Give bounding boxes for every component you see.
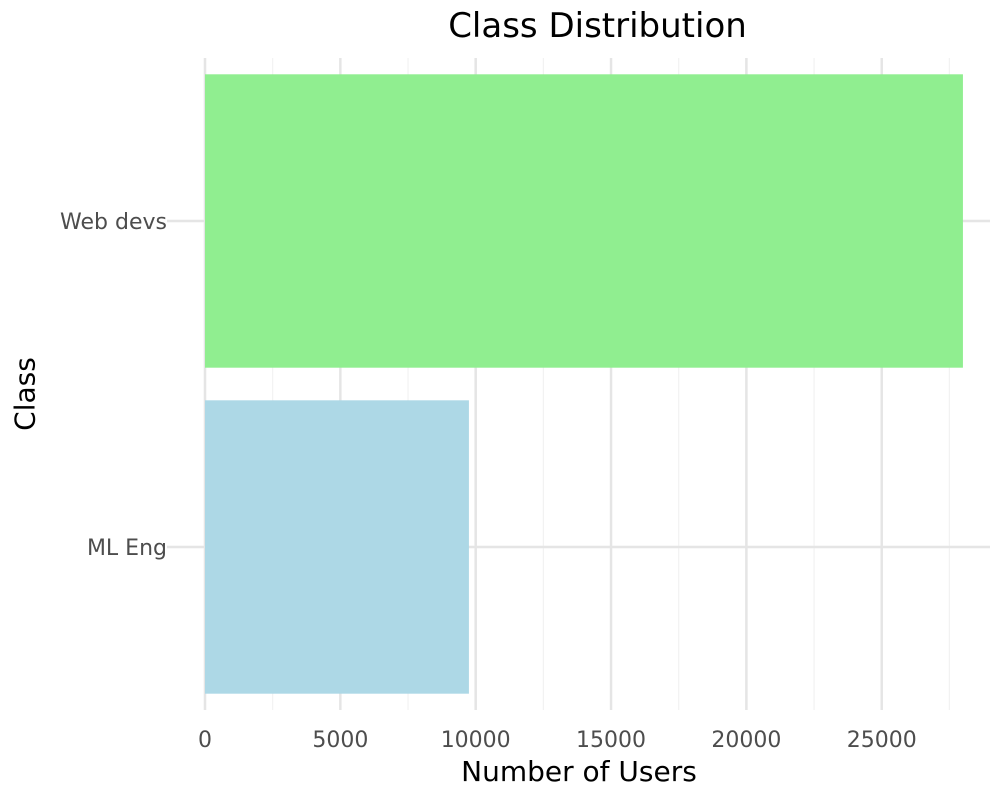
tick-labels: ML Eng Web devs 0 5000 10000 15000 20000 25000 (60, 210, 917, 753)
x-tick-label: 10000 (441, 728, 511, 753)
x-tick-label: 0 (198, 728, 212, 753)
x-tick-label: 20000 (711, 728, 781, 753)
x-axis-label: Number of Users (461, 755, 697, 788)
bars (205, 74, 963, 694)
bar-web-devs (205, 74, 963, 368)
chart-title: Class Distribution (448, 6, 747, 46)
y-tick-label: ML Eng (87, 536, 167, 561)
bar-ml-eng (205, 400, 469, 694)
x-tick-label: 5000 (312, 728, 368, 753)
y-tick-label: Web devs (60, 210, 167, 235)
x-tick-label: 25000 (847, 728, 917, 753)
x-tick-label: 15000 (576, 728, 646, 753)
